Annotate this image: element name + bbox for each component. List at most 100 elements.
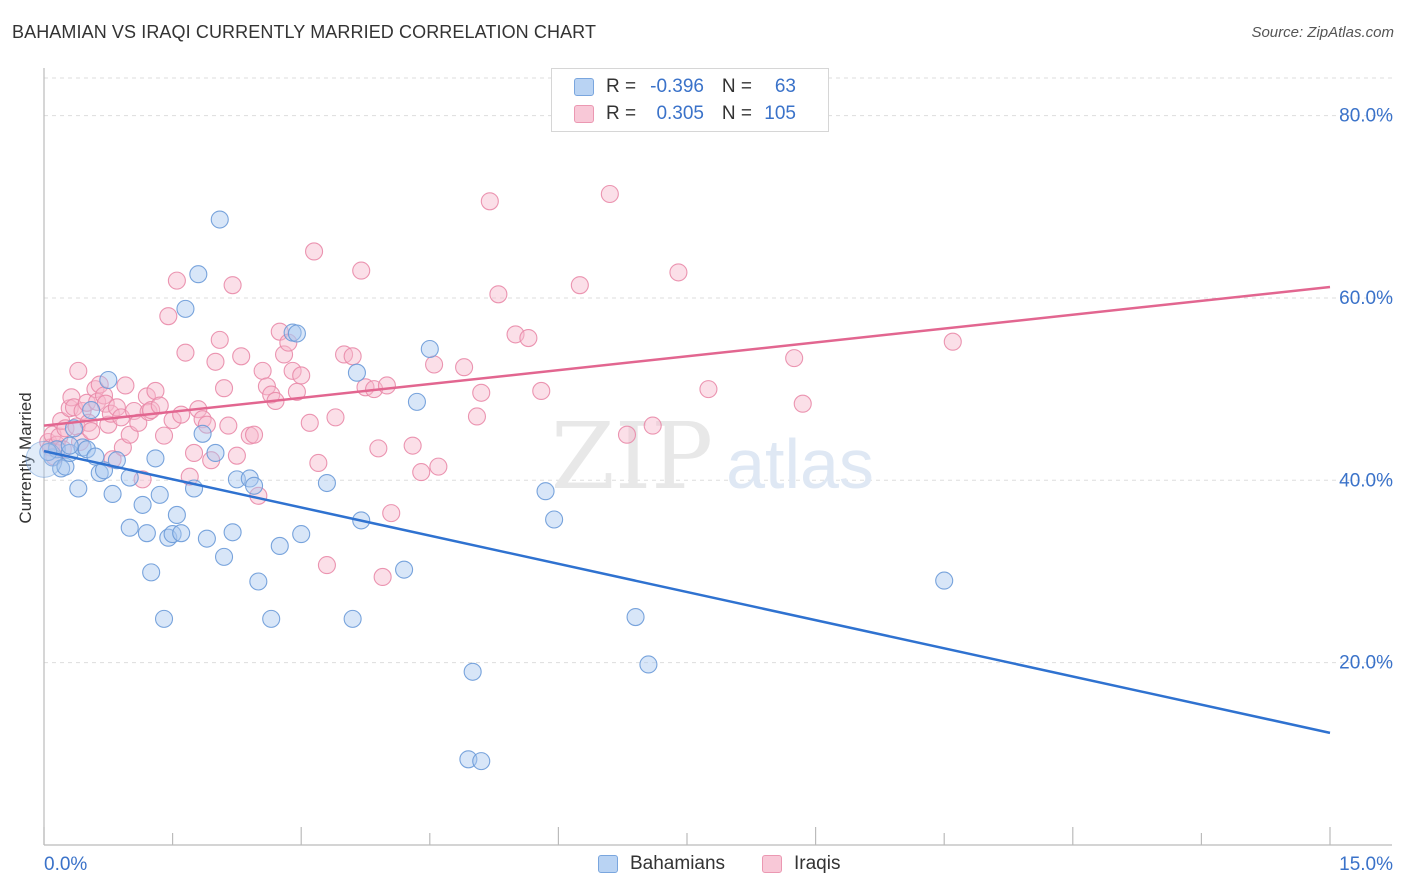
bahamians-point [407, 392, 426, 411]
iraqis-swatch [762, 855, 782, 873]
iraqis-point [116, 376, 135, 395]
iraqis-point [292, 366, 311, 385]
legend-label-bahamians: Bahamians [630, 853, 726, 874]
trend-lines [43, 285, 1331, 735]
bahamians-point [639, 655, 658, 674]
iraqis-point [82, 422, 101, 441]
iraqis-point [352, 261, 371, 280]
stats-legend: R = -0.396 N = 63 R = 0.305 N = 105 [551, 68, 829, 132]
iraqis-point [343, 347, 362, 366]
iraqis-point [699, 380, 718, 399]
iraqis-point [793, 394, 812, 413]
iraqis-point [467, 407, 487, 426]
iraqis-point [369, 439, 388, 458]
y-tick-label: 60.0% [1339, 288, 1393, 309]
bahamians-point [463, 662, 482, 681]
bahamians-point-large [25, 440, 63, 478]
bahamians-point [214, 547, 234, 566]
bahamians-point [343, 609, 362, 628]
r-label: R = [606, 103, 637, 124]
n-label: N = [721, 76, 752, 97]
watermark-zip: ZIP [551, 403, 713, 510]
bahamians-point [142, 563, 161, 582]
bahamians-point [206, 443, 225, 462]
n-value: 105 [764, 103, 796, 124]
iraqis-point [472, 383, 491, 402]
iraqis-point [455, 358, 474, 377]
bahamians-point [249, 572, 268, 591]
iraqis-point [283, 361, 302, 380]
bahamians-point [317, 473, 336, 493]
iraqis-point [669, 263, 688, 282]
iraqis-point [223, 276, 242, 295]
legend-item-iraqis[interactable]: Iraqis [762, 852, 840, 876]
iraqis-point [317, 556, 336, 575]
bahamians-point [935, 571, 954, 590]
iraqis-point [617, 425, 637, 444]
iraqis-point [206, 352, 225, 371]
bahamians-point [545, 510, 564, 529]
iraqis-trend-line [43, 285, 1331, 427]
n-label: N = [721, 103, 752, 124]
iraqis-point [210, 330, 229, 349]
iraqis-point [137, 387, 156, 406]
y-tick-label: 20.0% [1339, 653, 1393, 674]
bahamians-swatch [574, 78, 594, 96]
iraqis-point [425, 355, 444, 374]
iraqis-point [785, 349, 804, 368]
iraqis-point [167, 271, 186, 290]
iraqis-point [139, 402, 158, 421]
iraqis-point [275, 345, 294, 364]
iraqis-point [570, 276, 589, 295]
bahamians-trend-line [43, 449, 1331, 735]
bahamians-point [154, 609, 174, 628]
bahamians-point [82, 401, 101, 420]
iraqis-swatch [574, 105, 594, 123]
iraqis-point [403, 436, 422, 455]
iraqis-point [197, 415, 216, 434]
bahamians-point [69, 479, 88, 498]
bahamians-point [420, 339, 439, 359]
n-value: 63 [774, 76, 796, 97]
x-tick-label-min: 0.0% [44, 854, 87, 875]
iraqis-point [532, 381, 551, 400]
iraqis-point [382, 504, 401, 523]
iraqis-point [412, 463, 431, 482]
bahamians-point [197, 529, 216, 548]
bahamians-point [56, 457, 75, 476]
iraqis-point [244, 425, 264, 444]
watermark: ZIP atlas [551, 403, 874, 510]
bahamians-point [395, 560, 414, 579]
iraqis-point [429, 457, 448, 476]
iraqis-point [326, 408, 345, 427]
iraqis-point [219, 416, 238, 435]
iraqis-point [172, 405, 191, 424]
iraqis-point [253, 361, 272, 380]
bahamians-point [172, 524, 191, 543]
iraqis-point [643, 416, 662, 435]
r-value: -0.396 [650, 76, 704, 97]
iraqis-point [214, 379, 234, 398]
bahamians-point [150, 485, 169, 504]
iraqis-point [305, 242, 324, 261]
bahamians-point [103, 484, 122, 504]
bahamians-point [193, 424, 212, 443]
source-label: Source: ZipAtlas.com [1251, 24, 1394, 41]
iraqis-point [107, 398, 126, 417]
bahamians-point [137, 524, 156, 543]
tick-labels: 20.0% 40.0% 60.0% 80.0% 0.0% 15.0% [44, 106, 1393, 875]
bahamians-point [176, 299, 195, 318]
iraqis-point [489, 285, 508, 304]
iraqis-point [154, 426, 174, 445]
iraqis-point [159, 307, 178, 326]
r-value: 0.305 [656, 103, 704, 124]
legend-item-bahamians[interactable]: Bahamians [598, 852, 725, 876]
iraqis-point [184, 443, 204, 462]
bahamians-point [99, 370, 118, 390]
iraqis-point [519, 329, 538, 348]
iraqis-point [227, 446, 246, 465]
bahamians-point [167, 505, 186, 524]
legend-row-iraqis: R = 0.305 N = 105 [574, 102, 796, 126]
iraqis-point [176, 343, 195, 362]
